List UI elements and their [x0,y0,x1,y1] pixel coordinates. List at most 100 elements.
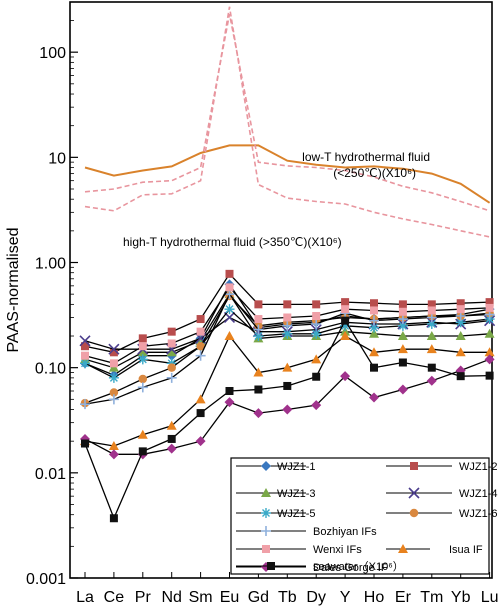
marker-shape [196,341,205,351]
data-point [109,388,119,397]
marker-shape [195,350,206,361]
marker-shape [80,399,90,410]
data-point [195,394,206,404]
data-point [137,354,148,365]
data-point [108,394,119,405]
data-point [196,341,205,351]
marker-shape [166,372,177,383]
data-point [427,363,436,372]
data-point [137,347,148,357]
marker-shape [409,508,419,518]
marker-shape [196,315,205,324]
marker-shape [261,526,271,536]
marker-shape [427,306,436,315]
marker-shape [261,508,271,518]
data-point [311,354,322,364]
legend-entry: WJZ1-2 [386,461,498,473]
data-point [108,449,119,460]
data-point [138,447,147,456]
marker-shape [370,306,378,315]
y-tick-label: 10 [48,150,66,167]
legend-entry: Wenxi IFs [236,544,362,556]
marker-shape [137,347,148,357]
series-11 [81,316,494,523]
data-point [225,387,234,396]
marker-shape [225,387,234,396]
series-9 [80,331,495,450]
data-point [340,371,351,382]
data-point [397,320,408,331]
marker-shape [108,449,119,460]
data-point [253,408,264,419]
marker-shape [167,339,176,348]
marker-shape [108,343,120,355]
data-point [196,327,205,336]
data-point [254,385,263,394]
data-point [398,358,407,367]
marker-shape [253,367,264,377]
marker-shape [253,331,264,342]
marker-shape [138,334,147,343]
marker-shape [340,331,351,341]
marker-shape [456,372,465,381]
marker-shape [109,514,118,523]
legend-marker [261,488,271,497]
legend-marker [261,461,271,471]
marker-shape [267,562,275,570]
marker-shape [312,300,321,309]
reference-curves [84,6,491,238]
data-point [369,392,379,403]
marker-shape [369,328,379,338]
data-point [167,339,176,348]
marker-shape [225,269,234,278]
data-point [253,324,264,335]
marker-shape [167,434,176,443]
data-point [455,347,466,357]
data-point [427,300,436,309]
data-point [484,354,495,365]
x-tick-label: Yb [451,589,471,606]
x-tick-label: Ho [364,589,385,606]
low-t-annotation-line2: (<250℃)(X10⁶) [333,166,416,180]
marker-shape [370,299,378,308]
marker-shape [283,300,292,309]
data-point [341,298,350,307]
data-point [79,335,91,347]
marker-shape [253,324,264,335]
marker-shape [312,311,321,320]
marker-shape [397,331,408,341]
marker-shape [397,384,408,395]
x-tick-label: Gd [248,589,269,606]
high-t-annotation: high-T hydrothermal fluid (>350℃)(X10⁶) [123,235,342,249]
series-8 [81,283,494,368]
plot-frame [69,1,493,579]
marker-shape [195,394,206,404]
marker-shape [81,351,89,360]
data-point [283,313,292,322]
data-point [282,362,293,372]
data-point [195,350,206,361]
marker-shape [455,317,466,328]
legend-label: WJZ1-6 [459,508,498,520]
data-point [166,443,177,454]
data-point [398,300,407,309]
x-tick-label: Er [395,589,412,606]
marker-shape [166,358,177,369]
marker-shape [166,443,177,454]
data-point [283,300,292,309]
data-point [137,429,148,439]
x-tick-label: Sm [189,589,213,606]
marker-shape [484,328,495,338]
marker-shape [283,381,292,390]
data-point [456,305,465,314]
data-point [138,374,148,384]
marker-shape [456,299,465,308]
data-point [485,298,494,307]
marker-shape [108,394,119,405]
x-tick-label: Tb [278,589,297,606]
marker-shape [311,328,322,339]
data-point [81,439,89,448]
marker-shape [369,347,379,357]
